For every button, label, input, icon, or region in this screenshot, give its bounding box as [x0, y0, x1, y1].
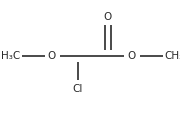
Text: Cl: Cl	[73, 84, 83, 94]
Text: O: O	[128, 51, 136, 61]
Text: O: O	[48, 51, 56, 61]
Text: H₃C: H₃C	[1, 51, 20, 61]
Text: CH₃: CH₃	[164, 51, 180, 61]
Text: O: O	[104, 12, 112, 22]
